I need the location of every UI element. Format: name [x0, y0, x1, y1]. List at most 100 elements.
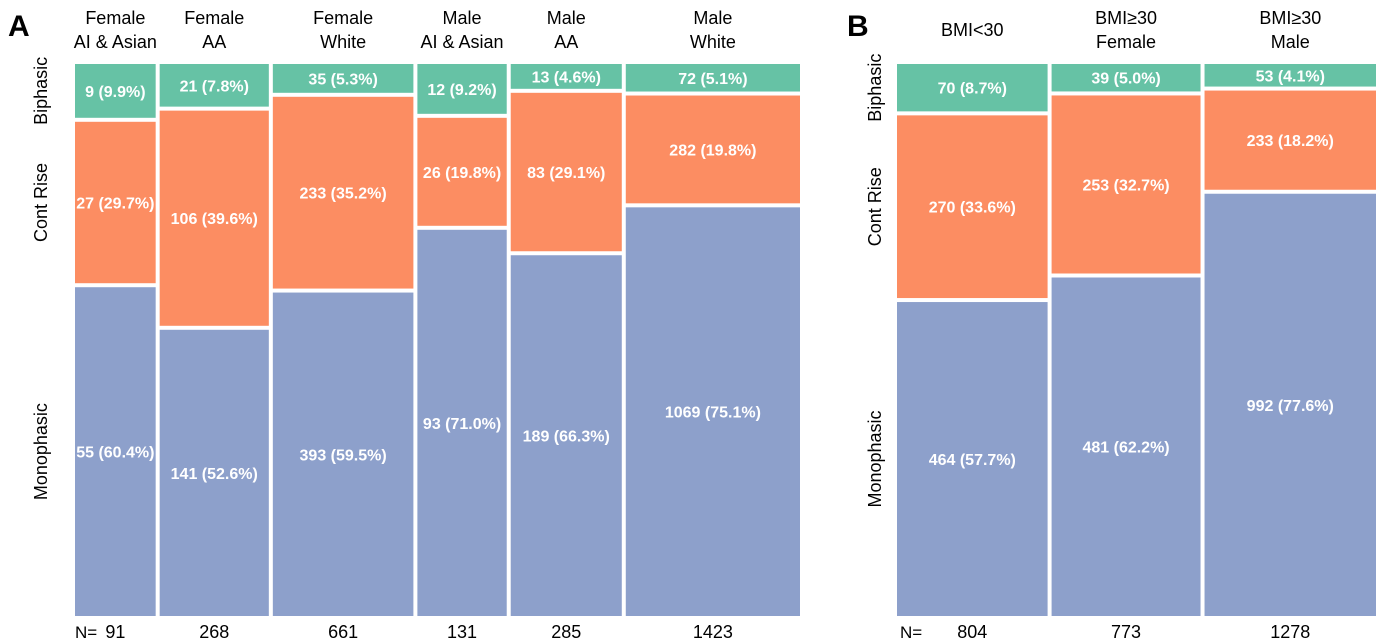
segment-label: 9 (9.9%) — [85, 84, 145, 101]
segment-cont-rise — [1204, 90, 1376, 190]
segment-biphasic — [272, 64, 414, 93]
segment-monophasic — [417, 229, 507, 617]
panel-a: A N= 9 (9.9%) 27 (29.7%) 55 (60.4%) Female AI … — [8, 8, 800, 642]
column-header-line2: White — [690, 32, 736, 52]
column-n: 1278 — [1270, 622, 1310, 642]
column-header-line1: Female — [184, 8, 244, 28]
segment-monophasic — [159, 329, 269, 616]
segment-label: 21 (7.8%) — [180, 78, 249, 95]
column-female-ai-asian: 9 (9.9%) 27 (29.7%) 55 (60.4%) Female AI & A… — [74, 8, 157, 642]
segment-cont-rise — [625, 95, 800, 204]
segment-label: 393 (59.5%) — [300, 447, 387, 464]
row-label-monophasic: Monophasic — [31, 403, 51, 500]
segment-cont-rise — [272, 96, 414, 289]
column-header-line1: Male — [693, 8, 732, 28]
segment-cont-rise — [159, 110, 269, 326]
panel-letter: B — [847, 10, 869, 43]
column-header-line2: AI & Asian — [74, 32, 157, 52]
row-label-cont-rise: Cont Rise — [31, 163, 51, 242]
column-male-aa: 13 (4.6%) 83 (29.1%) 189 (66.3%) Male AA 285 — [510, 8, 622, 642]
column-male-white: 72 (5.1%) 282 (19.8%) 1069 (75.1%) Male Whit… — [625, 8, 800, 642]
column-n: 91 — [105, 622, 125, 642]
segment-monophasic — [897, 302, 1048, 616]
segment-cont-rise — [897, 115, 1048, 299]
segment-cont-rise — [510, 92, 622, 252]
segment-biphasic — [1051, 64, 1201, 92]
segment-label: 39 (5.0%) — [1091, 71, 1160, 88]
segment-biphasic — [159, 64, 269, 107]
row-label-biphasic: Biphasic — [865, 54, 885, 122]
segment-biphasic — [75, 64, 156, 118]
segment-label: 992 (77.6%) — [1247, 398, 1334, 415]
column-n: 1423 — [693, 622, 733, 642]
segment-label: 72 (5.1%) — [678, 71, 747, 88]
segment-label: 53 (4.1%) — [1256, 68, 1325, 85]
column-header-line1: Male — [547, 8, 586, 28]
segment-label: 189 (66.3%) — [523, 429, 610, 446]
segment-label: 233 (18.2%) — [1247, 133, 1334, 150]
segment-monophasic — [1051, 277, 1201, 616]
column-bmi-30: 70 (8.7%) 270 (33.6%) 464 (57.7%) BMI<30 804 — [897, 20, 1048, 642]
segment-label: 464 (57.7%) — [929, 452, 1016, 469]
panel-b: B N= 70 (8.7%) 270 (33.6%) 464 (57.7%) BMI<30… — [847, 8, 1376, 642]
segment-biphasic — [1204, 64, 1376, 87]
panel-letter: A — [8, 10, 30, 43]
segment-label: 55 (60.4%) — [76, 445, 154, 462]
column-female-white: 35 (5.3%) 233 (35.2%) 393 (59.5%) Female Whi… — [272, 8, 414, 642]
column-header-line2: Male — [1271, 32, 1310, 52]
column-header-line2: Female — [1096, 32, 1156, 52]
n-prefix: N= — [75, 623, 97, 642]
column-header-line1: BMI≥30 — [1259, 8, 1321, 28]
row-label-cont-rise: Cont Rise — [865, 167, 885, 246]
segment-label: 83 (29.1%) — [527, 165, 605, 182]
segment-label: 1069 (75.1%) — [665, 405, 761, 422]
column-header-line1: Female — [85, 8, 145, 28]
segment-monophasic — [510, 255, 622, 616]
column-n: 285 — [551, 622, 581, 642]
segment-monophasic — [75, 287, 156, 616]
column-n: 773 — [1111, 622, 1141, 642]
segment-label: 12 (9.2%) — [427, 82, 496, 99]
column-male-ai-asian: 12 (9.2%) 26 (19.8%) 93 (71.0%) Male AI & As… — [417, 8, 507, 642]
segment-biphasic — [417, 64, 507, 114]
segment-label: 13 (4.6%) — [532, 69, 601, 86]
segment-label: 106 (39.6%) — [171, 211, 258, 228]
column-header-line2: AA — [202, 32, 226, 52]
segment-label: 481 (62.2%) — [1082, 440, 1169, 457]
column-header-line2: AI & Asian — [421, 32, 504, 52]
row-label-monophasic: Monophasic — [865, 410, 885, 507]
column-bmi-30-female: 39 (5.0%) 253 (32.7%) 481 (62.2%) BMI≥30 Fem… — [1051, 8, 1201, 642]
column-bmi-30-male: 53 (4.1%) 233 (18.2%) 992 (77.6%) BMI≥30 Mal… — [1204, 8, 1376, 642]
column-header-line1: BMI<30 — [941, 20, 1004, 40]
column-header-line2: AA — [554, 32, 578, 52]
segment-cont-rise — [75, 121, 156, 284]
column-header-line1: Female — [313, 8, 373, 28]
segment-label: 93 (71.0%) — [423, 416, 501, 433]
segment-biphasic — [510, 64, 622, 89]
segment-label: 27 (29.7%) — [76, 196, 154, 213]
segment-monophasic — [272, 292, 414, 616]
column-n: 804 — [957, 622, 987, 642]
segment-label: 35 (5.3%) — [308, 71, 377, 88]
segment-cont-rise — [1051, 95, 1201, 274]
column-header-line1: BMI≥30 — [1095, 8, 1157, 28]
segment-monophasic — [1204, 193, 1376, 616]
segment-label: 270 (33.6%) — [929, 200, 1016, 217]
segment-label: 282 (19.8%) — [669, 142, 756, 159]
segment-cont-rise — [417, 117, 507, 226]
segment-label: 26 (19.8%) — [423, 165, 501, 182]
row-label-biphasic: Biphasic — [31, 57, 51, 125]
segment-biphasic — [897, 64, 1048, 112]
column-n: 268 — [199, 622, 229, 642]
segment-monophasic — [625, 207, 800, 616]
segment-label: 253 (32.7%) — [1082, 177, 1169, 194]
column-n: 131 — [447, 622, 477, 642]
segment-label: 141 (52.6%) — [171, 466, 258, 483]
column-header-line1: Male — [443, 8, 482, 28]
column-n: 661 — [328, 622, 358, 642]
column-female-aa: 21 (7.8%) 106 (39.6%) 141 (52.6%) Female AA 2… — [159, 8, 269, 642]
column-header-line2: White — [320, 32, 366, 52]
segment-label: 233 (35.2%) — [300, 186, 387, 203]
n-prefix: N= — [900, 623, 922, 642]
